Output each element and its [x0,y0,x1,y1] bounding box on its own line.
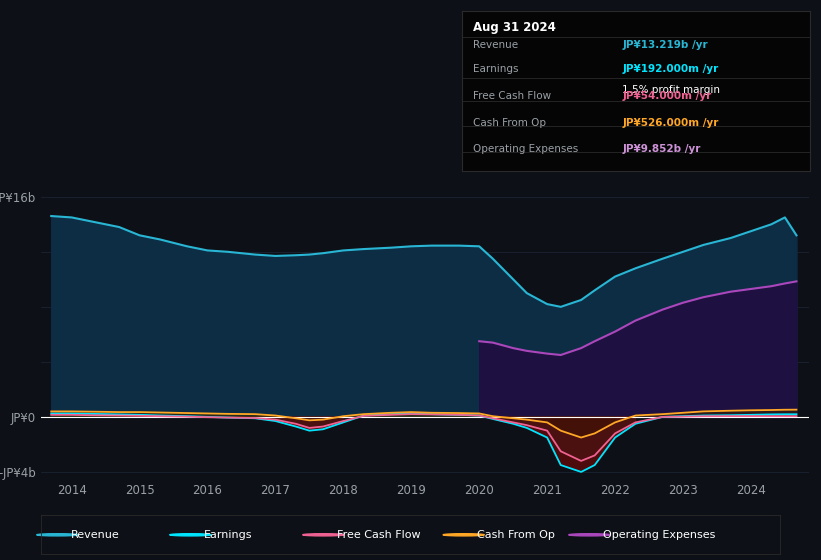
Circle shape [443,534,484,536]
Circle shape [569,534,610,536]
Circle shape [170,534,211,536]
Text: JP¥526.000m /yr: JP¥526.000m /yr [622,118,718,128]
Text: JP¥192.000m /yr: JP¥192.000m /yr [622,64,718,74]
Circle shape [37,534,78,536]
Text: Free Cash Flow: Free Cash Flow [337,530,420,540]
Text: Earnings: Earnings [473,64,518,74]
Text: Revenue: Revenue [473,40,518,50]
Text: JP¥13.219b /yr: JP¥13.219b /yr [622,40,708,50]
Text: Earnings: Earnings [204,530,252,540]
Text: JP¥54.000m /yr: JP¥54.000m /yr [622,91,712,101]
Circle shape [303,534,344,536]
Text: Operating Expenses: Operating Expenses [473,144,578,153]
Text: Cash From Op: Cash From Op [473,118,546,128]
Text: Free Cash Flow: Free Cash Flow [473,91,551,101]
Text: Cash From Op: Cash From Op [477,530,555,540]
Text: 1.5% profit margin: 1.5% profit margin [622,85,720,95]
Text: Revenue: Revenue [71,530,119,540]
Text: Operating Expenses: Operating Expenses [603,530,715,540]
Text: JP¥9.852b /yr: JP¥9.852b /yr [622,144,701,153]
Text: Aug 31 2024: Aug 31 2024 [473,21,556,34]
